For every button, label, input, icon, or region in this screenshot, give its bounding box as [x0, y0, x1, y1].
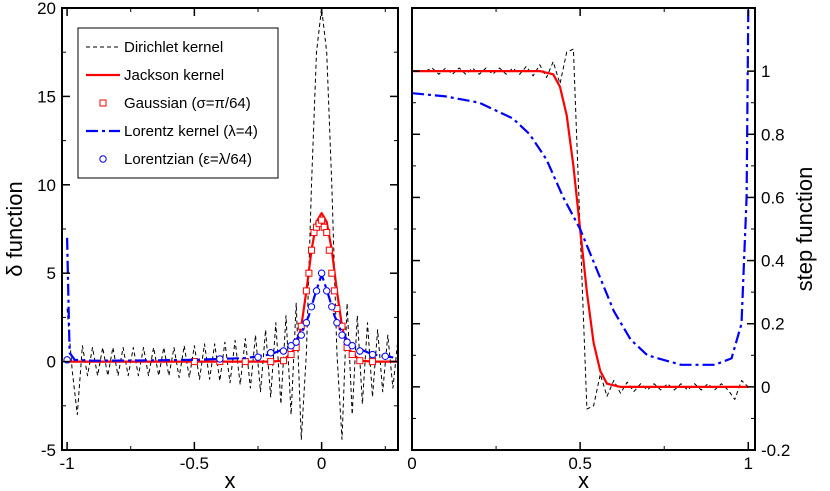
legend-label-lorentz: Lorentz kernel (λ=4)	[124, 123, 258, 140]
left-marker-gaussian	[297, 322, 305, 330]
legend-label-lorentzian: Lorentzian (ε=λ/64)	[124, 151, 252, 168]
left-marker-lorentzian	[317, 269, 326, 277]
left-y-tick-label: -5	[41, 441, 56, 460]
left-marker-lorentzian	[254, 353, 262, 361]
right-y-tick-label: -0.2	[761, 441, 790, 460]
right-plot-lines	[412, 8, 750, 410]
left-marker-lorentzian	[312, 287, 321, 295]
right-x-tick-label: 0	[407, 454, 416, 473]
legend-item-lorentzian: Lorentzian (ε=λ/64)	[99, 151, 252, 168]
legend-items: Dirichlet kernel Jackson kernel Gaussian (…	[86, 39, 258, 168]
left-marker-gaussian	[305, 269, 313, 277]
left-marker-lorentzian	[381, 352, 389, 360]
left-marker-lorentzian	[333, 319, 341, 327]
left-marker-lorentzian	[328, 303, 336, 311]
left-y-tick-label: 20	[37, 0, 56, 18]
left-marker-gaussian	[307, 246, 315, 254]
left-marker-lorentzian	[368, 350, 377, 359]
left-marker-gaussian	[190, 358, 198, 366]
left-y-axis-label: δ function	[2, 181, 27, 276]
left-marker-lorentzian	[279, 347, 288, 355]
left-marker-gaussian	[287, 351, 295, 359]
legend-label-jackson: Jackson kernel	[124, 67, 224, 84]
left-series-lorentz-line	[66, 237, 398, 362]
left-marker-lorentzian	[287, 341, 295, 350]
left-marker-lorentzian	[216, 355, 224, 363]
left-series-gaussian-markers	[190, 216, 377, 366]
left-x-axis-label: x	[225, 468, 236, 491]
left-ticks: -1 -0.5 0 -5 0 5 10 15 20	[37, 0, 398, 473]
left-marker-lorentzian	[343, 338, 351, 346]
left-x-tick-label: -1	[60, 454, 75, 473]
legend-label-dirichlet: Dirichlet kernel	[124, 39, 223, 56]
legend-swatch-gaussian	[99, 99, 107, 107]
right-x-tick-label: 1	[744, 454, 753, 473]
right-y-tick-label: 1	[761, 62, 770, 81]
legend-swatch-lorentzian	[99, 155, 107, 163]
left-marker-gaussian	[369, 358, 377, 366]
right-y-tick-label: 0	[761, 378, 770, 397]
left-marker-gaussian	[318, 216, 326, 224]
left-marker-gaussian	[323, 229, 331, 237]
left-y-tick-label: 15	[37, 87, 56, 106]
right-y-tick-label: 0.6	[761, 188, 785, 207]
left-marker-lorentzian	[323, 287, 331, 295]
right-y-tick-label: 0.4	[761, 252, 785, 271]
left-y-tick-label: 10	[37, 176, 56, 195]
left-marker-lorentzian	[338, 331, 346, 339]
left-x-tick-label: -0.5	[180, 454, 209, 473]
left-marker-gaussian	[279, 357, 287, 365]
left-marker-gaussian	[330, 287, 338, 295]
left-marker-gaussian	[267, 358, 275, 366]
right-axes-frame	[411, 7, 756, 451]
legend-box	[77, 27, 279, 179]
left-marker-gaussian	[328, 269, 336, 277]
left-y-tick-label: 5	[47, 264, 56, 283]
left-panel: -1 -0.5 0 -5 0 5 10 15 20 x δ function Dirichlet…	[2, 0, 399, 491]
right-y-axis-label: step function	[792, 167, 817, 292]
right-series-lorentz-line	[412, 8, 750, 366]
legend-item-lorentz: Lorentz kernel (λ=4)	[86, 123, 258, 140]
left-marker-lorentzian	[307, 303, 316, 311]
legend: Dirichlet kernel Jackson kernel Gaussian (…	[77, 27, 279, 179]
left-marker-lorentzian	[348, 341, 356, 350]
left-marker-gaussian	[348, 351, 356, 359]
right-y-tick-label: 0.2	[761, 315, 785, 334]
left-y-tick-label: 0	[47, 353, 56, 372]
left-marker-lorentzian	[267, 349, 275, 357]
left-marker-gaussian	[302, 287, 310, 295]
right-panel: 0 0.5 1 -0.2 0 0.2 0.4 0.6 0.8 1 x step function	[407, 7, 817, 491]
left-marker-lorentzian	[356, 347, 364, 355]
right-x-tick-label: 0.5	[568, 454, 592, 473]
left-marker-gaussian	[338, 322, 346, 330]
right-y-tick-label: 0.8	[761, 125, 785, 144]
left-marker-lorentzian	[302, 319, 311, 327]
legend-item-dirichlet: Dirichlet kernel	[86, 39, 223, 56]
left-marker-gaussian	[356, 357, 364, 365]
legend-item-jackson: Jackson kernel	[86, 67, 224, 84]
legend-item-gaussian: Gaussian (σ=π/64)	[99, 95, 251, 112]
right-ticks: 0 0.5 1 -0.2 0 0.2 0.4 0.6 0.8 1	[407, 8, 790, 473]
left-marker-lorentzian	[292, 338, 300, 346]
right-x-axis-label: x	[578, 468, 589, 491]
left-marker-gaussian	[325, 246, 333, 254]
legend-label-gaussian: Gaussian (σ=π/64)	[124, 95, 251, 112]
left-marker-gaussian	[241, 358, 249, 366]
left-marker-lorentzian	[297, 331, 305, 339]
left-x-tick-label: 0	[317, 454, 326, 473]
left-plot-lines	[63, 8, 398, 440]
